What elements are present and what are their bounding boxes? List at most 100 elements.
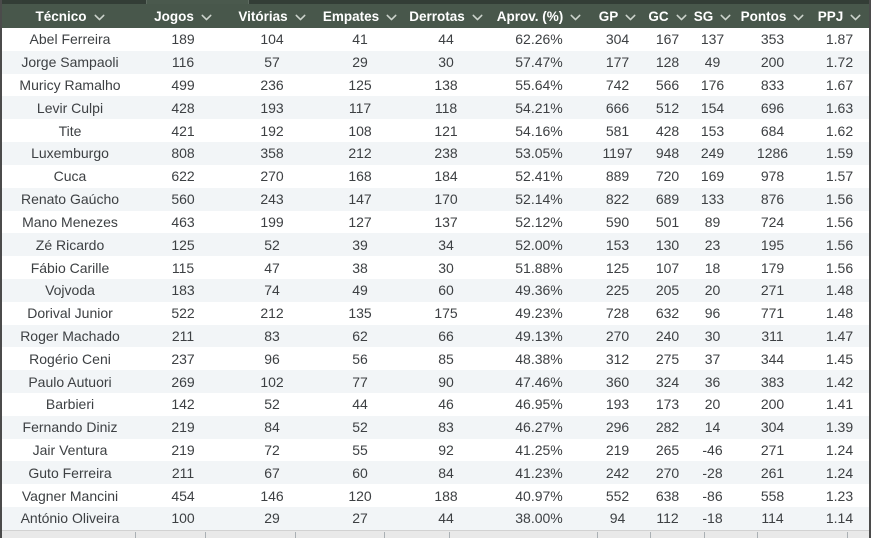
stat-cell-ppj: 1.72 xyxy=(825,54,854,71)
column-header-aprov[interactable]: Aprov. (%) xyxy=(488,4,590,28)
column-header-ppj[interactable]: PPJ xyxy=(810,4,869,28)
stat-cell-aprov: 55.64% xyxy=(515,77,563,94)
table-row: Luxemburgo 808 358 212 238 53.05% 1197 948 249 12… xyxy=(2,142,869,165)
stat-cell-jogos: 116 xyxy=(171,54,195,71)
stat-cell-gp: 125 xyxy=(605,259,630,276)
stat-cell-derrotas: 188 xyxy=(434,487,458,504)
table-row: Zé Ricardo 125 52 39 34 52.00% 153 130 23 195 1.56 xyxy=(2,233,869,257)
stat-cell-pontos: 978 xyxy=(760,168,785,185)
column-header-gc[interactable]: GC xyxy=(645,4,690,28)
column-divider-tick xyxy=(704,532,705,538)
stat-cell-sg: -86 xyxy=(702,487,723,504)
coach-name-cell: Paulo Autuori xyxy=(28,373,112,390)
stat-cell-vitorias: 52 xyxy=(264,396,280,413)
stat-cell-empates: 120 xyxy=(348,487,372,504)
stat-cell-derrotas: 44 xyxy=(438,510,454,527)
table-row: Cuca 622 270 168 184 52.41% 889 720 169 978 1.57 xyxy=(2,164,869,188)
sort-chevron-icon[interactable] xyxy=(295,14,306,21)
column-header-label: Aprov. (%) xyxy=(496,8,564,24)
table-bottom-edge xyxy=(2,530,869,538)
column-divider-tick xyxy=(847,532,848,538)
table-row: Mano Menezes 463 199 127 137 52.12% 590 501 89 72… xyxy=(2,210,869,234)
sort-chevron-icon[interactable] xyxy=(720,14,731,21)
column-header-label: PPJ xyxy=(817,8,844,24)
sort-chevron-icon[interactable] xyxy=(386,14,397,21)
table-row: Guto Ferreira 211 67 60 84 41.23% 242 270 -28 261… xyxy=(2,461,869,485)
stat-cell-jogos: 237 xyxy=(171,350,195,367)
stat-cell-empates: 135 xyxy=(348,305,372,322)
stat-cell-gp: 270 xyxy=(605,327,630,344)
sort-chevron-icon[interactable] xyxy=(93,14,105,21)
stat-cell-empates: 55 xyxy=(352,442,368,459)
stat-cell-gp: 581 xyxy=(605,122,630,139)
table-row: Jorge Sampaoli 116 57 29 30 57.47% 177 128 49 200… xyxy=(2,50,869,74)
column-divider-tick xyxy=(597,532,598,538)
stat-cell-derrotas: 83 xyxy=(438,419,454,436)
stat-cell-aprov: 48.38% xyxy=(515,350,563,367)
stat-cell-jogos: 100 xyxy=(171,510,195,527)
sort-chevron-icon[interactable] xyxy=(472,14,483,21)
stat-cell-ppj: 1.59 xyxy=(825,145,854,162)
stat-cell-ppj: 1.45 xyxy=(825,350,854,367)
column-header-pontos[interactable]: Pontos xyxy=(735,4,810,28)
column-header-label: Derrotas xyxy=(409,8,465,24)
stat-cell-derrotas: 66 xyxy=(438,327,454,344)
stat-cell-ppj: 1.23 xyxy=(825,487,854,504)
sort-chevron-icon[interactable] xyxy=(625,14,636,21)
column-header-derrotas[interactable]: Derrotas xyxy=(404,4,488,28)
stat-cell-gp: 889 xyxy=(605,168,630,185)
sort-chevron-icon[interactable] xyxy=(201,14,212,21)
stat-cell-pontos: 353 xyxy=(760,31,785,48)
stat-cell-gp: 242 xyxy=(605,464,630,481)
stat-cell-pontos: 200 xyxy=(760,396,785,413)
column-header-tecnico[interactable]: Técnico xyxy=(2,4,138,28)
stat-cell-ppj: 1.62 xyxy=(825,122,854,139)
stat-cell-empates: 39 xyxy=(352,236,368,253)
stat-cell-vitorias: 199 xyxy=(260,213,284,230)
stat-cell-aprov: 57.47% xyxy=(515,54,563,71)
sort-chevron-icon[interactable] xyxy=(570,14,581,21)
sort-chevron-icon[interactable] xyxy=(676,14,687,21)
sort-chevron-icon[interactable] xyxy=(793,14,804,21)
stat-cell-gp: 742 xyxy=(605,77,630,94)
stat-cell-aprov: 51.88% xyxy=(515,259,563,276)
table-top-edge-segment xyxy=(146,0,249,4)
stat-cell-ppj: 1.24 xyxy=(825,464,854,481)
stat-cell-empates: 27 xyxy=(352,510,368,527)
sort-chevron-icon[interactable] xyxy=(850,14,861,21)
stat-cell-gc: 130 xyxy=(655,236,680,253)
table-row: Tite 421 192 108 121 54.16% 581 428 153 684 1.62 xyxy=(2,119,869,143)
column-header-label: GP xyxy=(598,8,619,24)
stat-cell-sg: -28 xyxy=(702,464,723,481)
stat-cell-vitorias: 29 xyxy=(264,510,280,527)
stat-cell-derrotas: 44 xyxy=(438,31,454,48)
column-header-vitorias[interactable]: Vitórias xyxy=(228,4,316,28)
stat-cell-gc: 324 xyxy=(655,373,680,390)
stat-cell-vitorias: 270 xyxy=(260,168,284,185)
stat-cell-jogos: 622 xyxy=(171,168,195,185)
stat-cell-pontos: 558 xyxy=(760,487,785,504)
stat-cell-ppj: 1.87 xyxy=(825,31,854,48)
column-header-empates[interactable]: Empates xyxy=(316,4,404,28)
stat-cell-sg: 23 xyxy=(704,236,721,253)
column-header-label: Vitórias xyxy=(238,8,288,24)
table-row: Fernando Diniz 219 84 52 83 46.27% 296 282 14 304… xyxy=(2,415,869,439)
stat-cell-pontos: 200 xyxy=(760,54,785,71)
stat-cell-derrotas: 90 xyxy=(438,373,454,390)
stat-cell-derrotas: 184 xyxy=(434,168,458,185)
stat-cell-gc: 240 xyxy=(655,327,680,344)
stat-cell-pontos: 876 xyxy=(760,191,785,208)
stat-cell-jogos: 125 xyxy=(171,236,195,253)
stat-cell-pontos: 304 xyxy=(760,419,785,436)
stat-cell-aprov: 49.36% xyxy=(515,282,563,299)
column-header-gp[interactable]: GP xyxy=(590,4,645,28)
stat-cell-gp: 552 xyxy=(605,487,630,504)
stat-cell-pontos: 311 xyxy=(761,327,784,344)
stat-cell-aprov: 52.00% xyxy=(515,236,563,253)
column-header-sg[interactable]: SG xyxy=(690,4,735,28)
stat-cell-sg: 176 xyxy=(700,77,725,94)
stat-cell-aprov: 41.25% xyxy=(515,442,563,459)
column-header-jogos[interactable]: Jogos xyxy=(138,4,228,28)
stat-cell-empates: 38 xyxy=(352,259,368,276)
